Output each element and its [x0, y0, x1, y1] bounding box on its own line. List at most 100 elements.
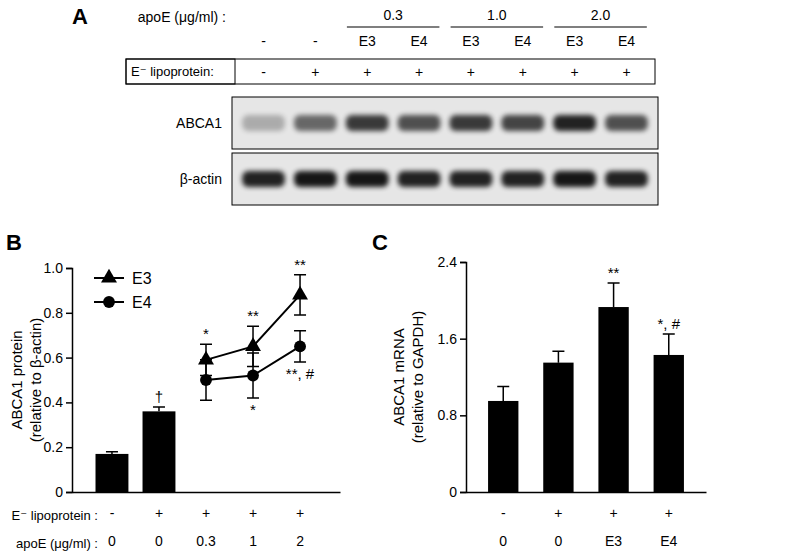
significance-label: *	[250, 401, 256, 418]
y-tick-mark	[460, 338, 466, 340]
category-label: E3	[605, 533, 622, 549]
blot-band	[553, 171, 596, 187]
blot-band	[398, 115, 441, 131]
y-tick-mark	[460, 262, 466, 264]
category-tick: 0	[108, 533, 116, 549]
category-label: +	[249, 505, 257, 521]
blot-band	[450, 115, 493, 131]
y-tick: 0.8	[44, 305, 72, 321]
lane-lipoprotein: +	[311, 64, 319, 80]
lane-apoe: E3	[566, 33, 583, 49]
y-tick-mark	[66, 313, 72, 315]
marker	[247, 370, 259, 382]
category-label: -	[501, 505, 506, 521]
lane-lipoprotein: +	[467, 64, 475, 80]
y-tick-mark	[66, 268, 72, 270]
panel-letter: A	[72, 4, 88, 29]
blot-band	[294, 115, 337, 131]
category-tick: 0	[555, 533, 563, 549]
bar	[488, 401, 518, 492]
blot-row-label: ABCA1	[176, 115, 222, 131]
lane-lipoprotein: +	[415, 64, 423, 80]
lane-apoe: E3	[359, 33, 376, 49]
panel-letter: B	[6, 230, 22, 255]
category-tick: 0	[499, 533, 507, 549]
lane-lipoprotein: +	[622, 64, 630, 80]
category-tick: +	[202, 505, 210, 521]
category-tick: +	[296, 505, 304, 521]
blot-row-label: β-actin	[180, 171, 222, 187]
lipoprotein-label: E⁻ lipoprotein:	[131, 64, 214, 79]
category-label: -	[110, 505, 115, 521]
y-tick: 0.6	[44, 350, 72, 366]
marker	[200, 374, 212, 386]
error-bar	[497, 387, 509, 401]
category-row: - + + +	[501, 505, 673, 521]
significance-label: **	[294, 256, 306, 273]
category-label: E4	[660, 533, 677, 549]
error-bar	[294, 331, 306, 362]
dose-label: 0.3	[383, 7, 403, 23]
y-tick-mark	[66, 357, 72, 359]
category-label: 0	[499, 533, 507, 549]
category-label: 2	[296, 533, 304, 549]
y-axis-line	[460, 263, 467, 493]
category-tick: -	[110, 505, 115, 521]
category-label: +	[609, 505, 617, 521]
error-bar	[608, 283, 620, 307]
y-axis: 00.20.40.60.81.0	[44, 260, 73, 500]
significance-label: **	[608, 264, 620, 281]
significance-label: *	[203, 325, 209, 342]
dose-bar	[347, 26, 440, 27]
category-tick: +	[249, 505, 257, 521]
category-tick: +	[554, 505, 562, 521]
significance-label: †	[155, 388, 163, 405]
marker	[292, 286, 308, 300]
marker	[294, 340, 306, 352]
category-tick: E3	[605, 533, 622, 549]
category-label: +	[665, 505, 673, 521]
blot-band	[605, 115, 648, 131]
y-tick-label: 0	[449, 484, 457, 500]
significance-label: *, #	[658, 315, 681, 332]
category-row: 0 0 E3 E4	[499, 533, 677, 549]
y-axis-title: ABCA1 mRNA	[390, 328, 407, 426]
blot-band	[501, 115, 544, 131]
category-row-name: apoE (μg/ml) :	[16, 536, 98, 551]
category-label: 0	[555, 533, 563, 549]
figure: AapoE (μg/ml) :0.31.02.0--E3E4E3E4E3E4E⁻…	[0, 0, 795, 558]
y-tick-label: 2.4	[438, 254, 458, 270]
panel-c: C00.81.62.4ABCA1 mRNA(relative to GAPDH)…	[372, 230, 707, 549]
y-axis-title: (relative to GAPDH)	[409, 311, 426, 444]
blot-band	[398, 171, 441, 187]
bar	[654, 355, 684, 492]
dose-label: 2.0	[591, 7, 611, 23]
significance-label: **, #	[286, 365, 315, 382]
category-label: 0	[155, 533, 163, 549]
category-tick: +	[665, 505, 673, 521]
blot-band	[242, 171, 285, 187]
y-axis-title: ABCA1 protein	[8, 330, 25, 429]
annotations: ** *, #	[608, 264, 681, 332]
lane-apoe: E4	[514, 33, 531, 49]
category-tick: -	[501, 505, 506, 521]
y-axis-title: (relative to β-actin)	[27, 318, 44, 443]
category-row: 000.312	[108, 533, 304, 549]
lane-apoe: -	[313, 33, 318, 49]
y-tick-label: 1.6	[438, 331, 458, 347]
lane-lipoprotein: +	[363, 64, 371, 80]
error-bar	[552, 351, 564, 363]
y-tick-mark	[460, 492, 466, 494]
y-tick-mark	[66, 402, 72, 404]
category-label: 0	[108, 533, 116, 549]
y-tick: 1.6	[438, 331, 466, 347]
y-tick-label: 0	[55, 484, 63, 500]
marker	[245, 337, 261, 351]
legend-marker	[103, 296, 115, 308]
blot-band	[294, 171, 337, 187]
panel-a: AapoE (μg/ml) :0.31.02.0--E3E4E3E4E3E4E⁻…	[72, 4, 658, 205]
y-tick-mark	[66, 447, 72, 449]
y-axis-line	[66, 269, 73, 493]
legend-label: E4	[132, 294, 152, 311]
lane-lipoprotein: +	[571, 64, 579, 80]
